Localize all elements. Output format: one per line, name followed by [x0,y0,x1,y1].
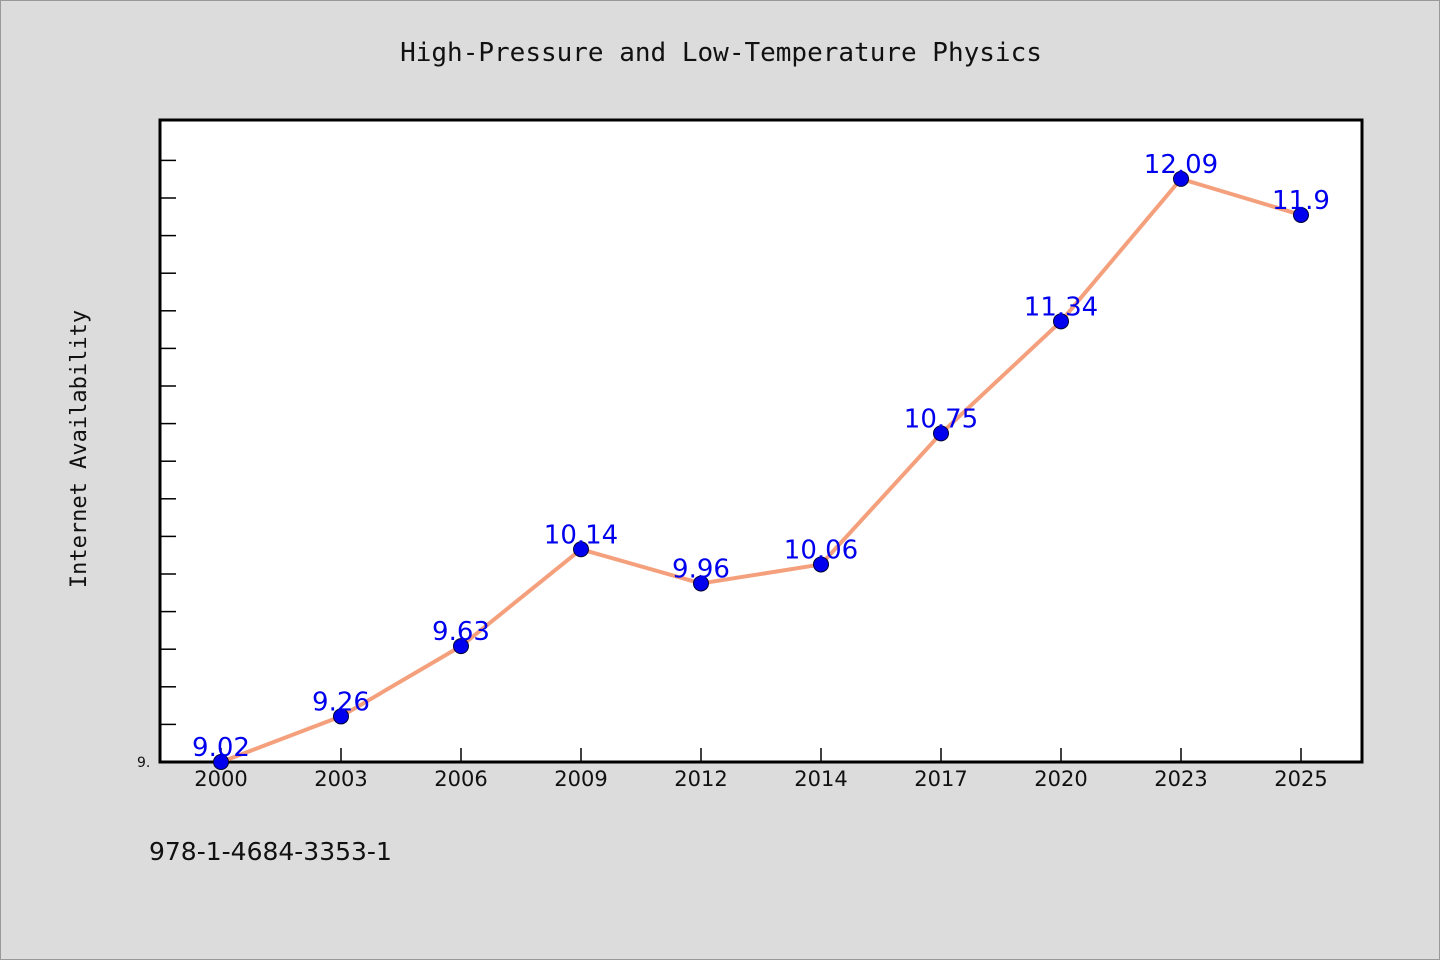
data-label: 9.02 [192,733,250,763]
y-axis-ticks [160,159,176,726]
data-label: 12.09 [1144,150,1218,180]
data-label: 10.14 [544,520,618,550]
data-point [1173,170,1189,187]
data-point [453,638,469,655]
data-label: 9.63 [432,617,490,647]
plot-area [158,118,1364,764]
data-point [1293,206,1309,223]
data-label: 9.96 [672,554,730,584]
data-point [333,708,349,725]
data-label: 11.9 [1272,186,1330,216]
y-tick-label: 9. [137,755,150,771]
x-axis-ticks: 2000 2003 2006 2009 2012 2014 2017 2020 2023 2025 [194,748,1328,791]
x-tick-label: 2006 [434,767,487,791]
x-tick-label: 2014 [794,767,847,791]
data-point [813,556,829,573]
isbn-text: 978-1-4684-3353-1 [149,837,392,866]
data-label: 10.75 [904,404,978,434]
data-point [933,425,949,442]
data-point [1053,313,1069,330]
x-tick-label: 2017 [914,767,967,791]
chart-title: High-Pressure and Low-Temperature Physic… [400,38,1042,68]
y-axis-label: Internet Availability [67,310,92,588]
data-point [573,541,589,558]
x-tick-label: 2025 [1274,767,1327,791]
data-point [693,575,709,592]
data-labels: 9.02 9.26 9.63 10.14 9.96 10.06 10.75 11.34 12.0… [192,150,1330,763]
x-tick-label: 2009 [554,767,607,791]
x-tick-label: 2023 [1154,767,1207,791]
data-label: 9.26 [312,687,370,717]
data-label: 10.06 [784,535,858,565]
x-tick-label: 2003 [314,767,367,791]
x-tick-label: 2000 [194,767,247,791]
data-points [213,170,1309,770]
x-tick-label: 2020 [1034,767,1087,791]
data-label: 11.34 [1024,292,1098,322]
x-tick-label: 2012 [674,767,727,791]
data-point [213,754,229,770]
series-line [219,176,1303,764]
